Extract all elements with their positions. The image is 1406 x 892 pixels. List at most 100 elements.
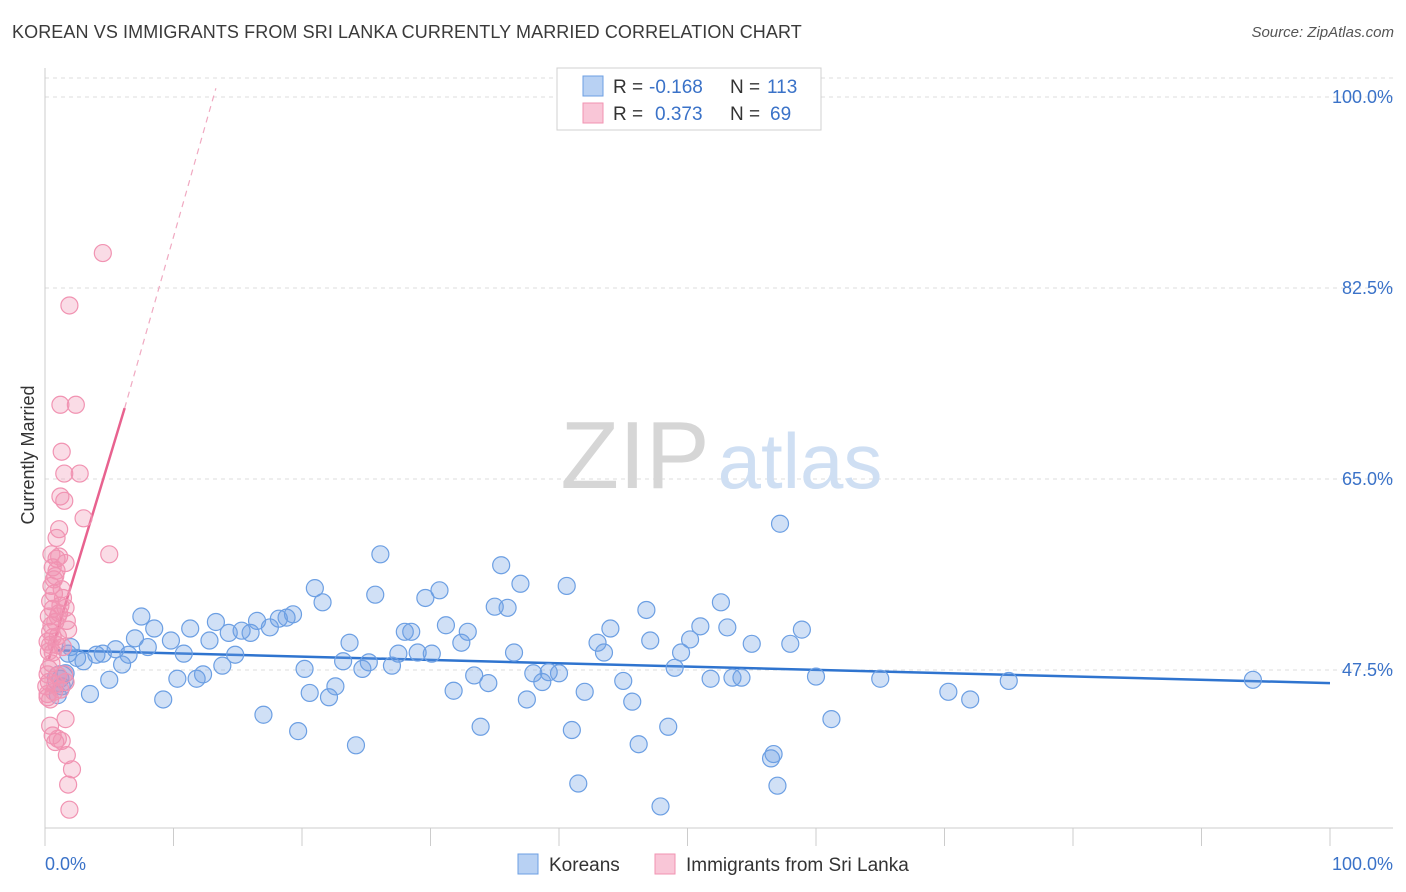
korean-point <box>939 682 958 701</box>
sri-lanka-point <box>70 464 89 483</box>
sri-lanka-point <box>50 547 69 566</box>
trend-lines <box>47 88 1331 685</box>
source-label: Source: ZipAtlas.com <box>1251 24 1394 41</box>
sri-lanka-point <box>100 545 119 564</box>
bottom-legend-label-sri-lanka: Immigrants from Sri Lanka <box>686 855 909 876</box>
legend-n-value-koreans: 113 <box>767 77 797 98</box>
korean-point <box>623 692 642 711</box>
stats-legend: R = -0.168 N = 113 R = 0.373 N = 69 <box>556 67 822 131</box>
korean-point <box>313 593 332 612</box>
korean-point <box>283 605 303 624</box>
sri-lanka-point <box>52 580 71 599</box>
chart-title: KOREAN VS IMMIGRANTS FROM SRI LANKA CURR… <box>12 22 802 42</box>
korean-point <box>346 736 366 755</box>
legend-n-value-sri-lanka: 69 <box>770 104 791 125</box>
legend-swatch-koreans <box>582 75 604 97</box>
korean-point <box>742 634 761 653</box>
korean-point <box>691 617 710 636</box>
korean-point <box>436 616 456 635</box>
korean-point <box>300 683 319 703</box>
korean-point <box>319 688 339 707</box>
korean-point <box>181 619 200 638</box>
sri-lanka-point <box>51 395 70 414</box>
sri-lanka-point <box>66 395 85 414</box>
watermark: ZIP atlas <box>560 402 882 509</box>
korean-point <box>119 645 138 664</box>
korean-point <box>549 664 569 683</box>
korean-point <box>485 597 504 616</box>
sri-lanka-point <box>55 464 74 483</box>
tick-labels: 47.5% 65.0% 82.5% 100.0% 0.0% 100.0% <box>45 87 1393 874</box>
sri-lanka-point <box>50 520 69 539</box>
sri-lanka-point <box>38 665 57 684</box>
gridlines <box>45 77 1393 671</box>
korean-point <box>402 622 421 641</box>
korean-point <box>601 619 620 638</box>
korean-point <box>961 690 980 709</box>
korean-point <box>389 644 408 663</box>
korean-point <box>213 656 232 675</box>
korean-point <box>458 622 477 641</box>
y-axis-label: Currently Married <box>18 385 38 524</box>
korean-point <box>305 579 324 598</box>
sri-lanka-trend-line <box>47 407 126 660</box>
korean-point <box>395 622 414 641</box>
korean-point <box>168 669 187 688</box>
legend-r-value-sri-lanka: 0.373 <box>655 104 703 125</box>
korean-point <box>254 705 273 724</box>
korean-point <box>193 665 213 684</box>
sri-lanka-point <box>43 628 62 647</box>
korean-point <box>659 717 678 736</box>
korean-point <box>452 633 471 652</box>
korean-point <box>112 655 132 674</box>
korean-point <box>61 637 80 657</box>
korean-point <box>511 574 530 593</box>
korean-point <box>637 600 656 620</box>
sri-lanka-point <box>60 800 79 819</box>
series-legend: Koreans Immigrants from Sri Lanka <box>517 853 909 876</box>
korean-point <box>822 710 841 729</box>
korean-point <box>665 658 684 677</box>
axes <box>44 68 1393 846</box>
korean-point <box>334 652 353 671</box>
korean-point <box>871 669 890 688</box>
korean-point <box>999 671 1018 691</box>
korean-point <box>479 673 498 693</box>
korean-point <box>125 629 145 648</box>
korean-point <box>366 585 385 604</box>
sri-lanka-point <box>55 491 74 510</box>
korean-point <box>1243 670 1263 689</box>
korean-point <box>562 720 581 740</box>
legend-r-label-koreans: R = <box>613 77 643 98</box>
y-tick-label: 100.0% <box>1332 87 1393 107</box>
korean-point <box>588 633 607 652</box>
korean-point <box>711 593 731 612</box>
korean-point <box>671 643 691 662</box>
korean-point <box>226 645 245 664</box>
x-tick-label-min: 0.0% <box>45 854 86 874</box>
legend-r-label-sri-lanka: R = <box>613 104 643 125</box>
korean-point <box>161 631 181 650</box>
korean-point <box>492 556 511 575</box>
korean-point <box>200 631 219 650</box>
korean-point <box>289 722 308 741</box>
korean-point <box>408 643 427 662</box>
legend-n-label-sri-lanka: N = <box>730 104 760 125</box>
bottom-legend-swatch-koreans <box>517 853 539 875</box>
sri-lanka-point <box>57 746 76 765</box>
sri-lanka-point <box>39 642 58 661</box>
korean-point <box>781 634 800 653</box>
watermark-zip: ZIP <box>560 402 709 509</box>
korean-point <box>269 609 288 628</box>
legend-n-label-koreans: N = <box>730 77 760 98</box>
korean-point <box>651 797 670 816</box>
y-tick-label: 65.0% <box>1342 469 1393 489</box>
sri-lanka-point <box>52 442 71 461</box>
korean-point <box>718 618 737 637</box>
sri-lanka-point <box>48 607 67 626</box>
korean-point <box>145 619 164 638</box>
korean-point <box>154 690 173 709</box>
korean-point <box>174 644 193 663</box>
korean-point <box>768 776 787 795</box>
